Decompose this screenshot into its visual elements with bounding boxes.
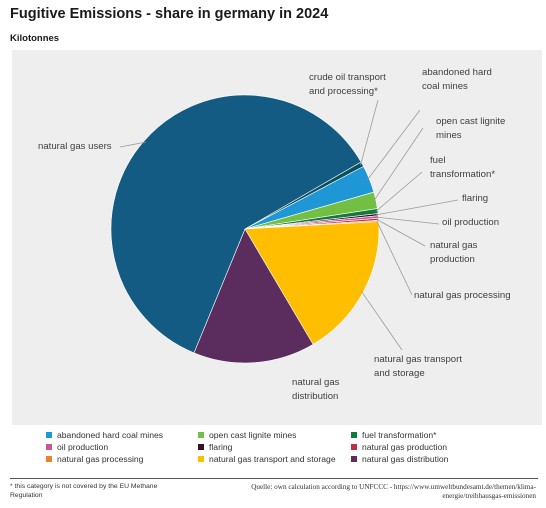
slice-label-natural-gas-production: natural gas production xyxy=(430,240,478,265)
legend-item-open-cast-lignite-mines: open cast lignite mines xyxy=(198,430,296,440)
legend-label: abandoned hard coal mines xyxy=(57,430,164,440)
plot-area: crude oil transport and processing* abando… xyxy=(12,50,542,425)
legend-label: flaring xyxy=(209,442,233,452)
pie-slice-natural-gas-distribution xyxy=(193,228,314,364)
legend-item-natural-gas-transport-and-storage: natural gas transport and storage xyxy=(198,454,336,464)
legend-swatch xyxy=(351,456,357,462)
leader-line-natural-gas-production xyxy=(376,219,426,247)
legend-label: fuel transformation* xyxy=(362,430,437,440)
legend-label: open cast lignite mines xyxy=(209,430,297,440)
leader-line-oil-production xyxy=(376,216,440,225)
slice-label-natural-gas-processing: natural gas processing xyxy=(414,290,511,301)
leader-line-natural-gas-processing xyxy=(376,220,413,296)
footer-divider xyxy=(10,478,538,479)
pie-chart: crude oil transport and processing* abando… xyxy=(38,67,511,402)
legend-swatch xyxy=(351,444,357,450)
leader-line-flaring xyxy=(376,199,459,216)
legend-item-natural-gas-distribution: natural gas distribution xyxy=(351,454,448,464)
legend-swatch xyxy=(46,432,52,438)
slice-label-abandoned-hard-coal-mines: abandoned hard coal mines xyxy=(422,67,492,92)
footnote: * this category is not covered by the EU… xyxy=(10,483,158,499)
legend-swatch xyxy=(198,432,204,438)
leader-line-natural-gas-transport-and-storage xyxy=(361,291,403,351)
slice-label-crude-oil-transport-and-processing: crude oil transport and processing* xyxy=(309,72,386,97)
legend-swatch xyxy=(46,444,52,450)
slice-label-natural-gas-transport-and-storage: natural gas transport and storage xyxy=(374,354,462,379)
legend-swatch xyxy=(198,444,204,450)
legend-item-fuel-transformation: fuel transformation* xyxy=(351,430,437,440)
slice-label-natural-gas-users: natural gas users xyxy=(38,141,112,152)
legend-item-abandoned-hard-coal-mines: abandoned hard coal mines xyxy=(46,430,163,440)
chart-unit-subtitle: Kilotonnes xyxy=(10,33,60,44)
legend-label: natural gas processing xyxy=(57,454,144,464)
legend-swatch xyxy=(351,432,357,438)
legend-label: oil production xyxy=(57,442,109,452)
leader-line-open-cast-lignite-mines xyxy=(373,127,424,201)
legend-item-flaring: flaring xyxy=(198,442,232,452)
source-note: Quelle: own calculation according to UNF… xyxy=(251,483,536,500)
slice-label-oil-production: oil production xyxy=(442,217,499,228)
legend-label: natural gas distribution xyxy=(362,454,449,464)
legend-swatch xyxy=(198,456,204,462)
slice-label-open-cast-lignite-mines: open cast lignite mines xyxy=(436,116,505,141)
pie-slice-natural-gas-transport-and-storage xyxy=(244,221,380,345)
legend-swatch xyxy=(46,456,52,462)
legend-label: natural gas production xyxy=(362,442,448,452)
slice-label-fuel-transformation: fuel transformation* xyxy=(430,155,495,180)
legend-label: natural gas transport and storage xyxy=(209,454,336,464)
pie-slice-natural-gas-users xyxy=(110,94,362,354)
legend-item-oil-production: oil production xyxy=(46,442,108,452)
leader-line-crude-oil-transport-and-processing xyxy=(360,99,379,166)
legend-item-natural-gas-production: natural gas production xyxy=(351,442,447,452)
leader-line-natural-gas-users xyxy=(119,141,146,148)
leader-line-fuel-transformation xyxy=(375,171,423,212)
slice-label-natural-gas-distribution: natural gas distribution xyxy=(292,377,340,402)
chart-title: Fugitive Emissions - share in germany in… xyxy=(10,6,329,22)
legend-item-natural-gas-processing: natural gas processing xyxy=(46,454,143,464)
leader-line-abandoned-hard-coal-mines xyxy=(367,109,421,181)
slice-label-flaring: flaring xyxy=(462,193,488,204)
